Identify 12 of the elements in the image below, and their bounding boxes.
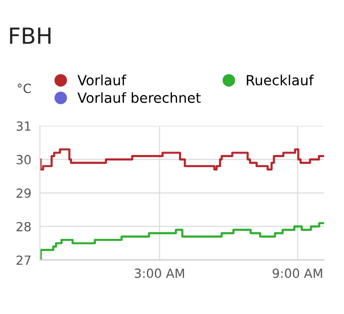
x-tick-label: 3:00 AM	[134, 268, 184, 278]
y-tick-label: 31	[16, 121, 30, 131]
legend-label: Vorlauf	[78, 74, 126, 86]
y-tick-label: 30	[16, 154, 31, 164]
legend-label: Vorlauf berechnet	[78, 92, 201, 103]
y-axis-title: °C	[18, 84, 31, 94]
y-tick-label: 27	[16, 255, 30, 265]
y-tick-label: 29	[16, 188, 31, 198]
y-tick-label: 28	[16, 222, 31, 232]
x-tick-label: 9:00 AM	[272, 268, 322, 278]
chart-title: FBH	[10, 28, 50, 44]
legend-label: Ruecklauf	[246, 74, 314, 86]
